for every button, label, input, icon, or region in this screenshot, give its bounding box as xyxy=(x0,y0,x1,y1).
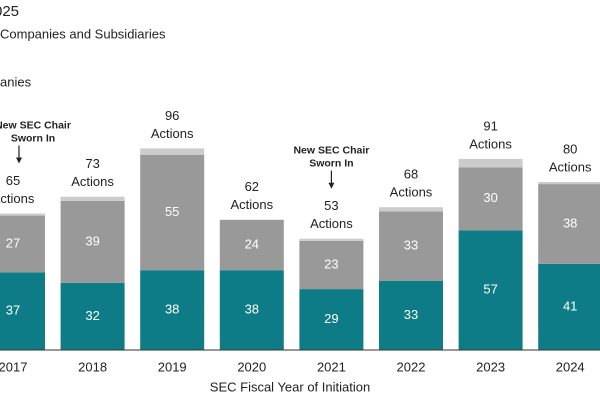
total-unit: Actions xyxy=(390,185,433,200)
bar-segment xyxy=(0,215,45,273)
value-label: 41 xyxy=(563,298,577,313)
total-label: 96 xyxy=(165,108,179,123)
bar-segment xyxy=(140,154,205,271)
bar-segment xyxy=(379,211,443,281)
annotation: New SEC Chair xyxy=(0,119,71,131)
bar-segment xyxy=(299,240,364,290)
bar-segment xyxy=(299,238,364,241)
bar-segment xyxy=(60,196,125,201)
annotation: Sworn In xyxy=(11,132,55,144)
total-unit: Actions xyxy=(151,126,194,141)
value-label: 57 xyxy=(483,282,497,297)
total-label: 91 xyxy=(483,118,497,133)
bar-segment xyxy=(140,270,205,350)
value-label: 38 xyxy=(245,302,259,317)
annotation: Sworn In xyxy=(309,157,353,169)
value-label: 39 xyxy=(85,233,99,248)
value-label: 32 xyxy=(85,308,99,323)
bar-segment xyxy=(458,158,523,168)
x-tick-label: 2020 xyxy=(237,359,266,374)
legend-label: Companies and Subsidiaries xyxy=(0,26,166,41)
bar-segment xyxy=(538,263,600,350)
value-label: 38 xyxy=(563,215,577,230)
x-tick-label: 2019 xyxy=(158,359,187,374)
annotation-arrowhead xyxy=(328,182,335,189)
bar-segment xyxy=(299,289,364,350)
x-tick-label: 2024 xyxy=(556,359,585,374)
x-tick-label: 2021 xyxy=(317,359,346,374)
value-label: 33 xyxy=(404,307,418,322)
x-axis-title: SEC Fiscal Year of Initiation xyxy=(210,379,370,394)
annotation-arrowhead xyxy=(16,157,22,164)
bar-segment xyxy=(538,184,600,264)
bar-segment xyxy=(60,282,125,350)
bar-segment xyxy=(458,230,523,350)
bar-segment xyxy=(458,167,523,231)
total-label: 62 xyxy=(245,179,259,194)
x-tick-label: 2023 xyxy=(476,359,505,374)
bar-segment xyxy=(538,182,600,185)
value-label: 55 xyxy=(165,204,179,219)
bar-segment xyxy=(0,213,45,216)
total-unit: Actions xyxy=(469,136,512,151)
bar-segment xyxy=(219,270,284,350)
total-unit: Actions xyxy=(310,216,353,231)
bar-segment xyxy=(379,280,443,350)
value-label: 30 xyxy=(483,190,497,205)
x-tick-label: 2017 xyxy=(0,359,27,374)
value-label: 38 xyxy=(165,302,179,317)
bar-segment xyxy=(0,272,45,350)
value-label: 33 xyxy=(404,237,418,252)
total-label: 65 xyxy=(6,173,20,188)
total-unit: Actions xyxy=(549,159,592,174)
bar-segment xyxy=(140,148,205,155)
value-label: 29 xyxy=(324,311,338,326)
total-label: 73 xyxy=(85,156,99,171)
x-tick-label: 2018 xyxy=(78,359,107,374)
value-label: 37 xyxy=(6,303,20,318)
total-label: 53 xyxy=(324,198,338,213)
total-unit: Actions xyxy=(71,174,114,189)
bar-segment xyxy=(60,200,125,283)
total-unit: Actions xyxy=(0,191,35,206)
chart-title: 025 xyxy=(0,3,19,20)
bar-segment xyxy=(219,219,284,271)
total-label: 68 xyxy=(404,167,418,182)
value-label: 24 xyxy=(245,236,259,251)
value-label: 27 xyxy=(6,235,20,250)
annotation: New SEC Chair xyxy=(293,144,369,156)
x-tick-label: 2022 xyxy=(397,359,426,374)
bar-segment xyxy=(379,207,443,212)
value-label: 23 xyxy=(324,256,338,271)
total-unit: Actions xyxy=(230,197,273,212)
legend-label: anies xyxy=(0,74,32,89)
total-label: 80 xyxy=(563,141,577,156)
